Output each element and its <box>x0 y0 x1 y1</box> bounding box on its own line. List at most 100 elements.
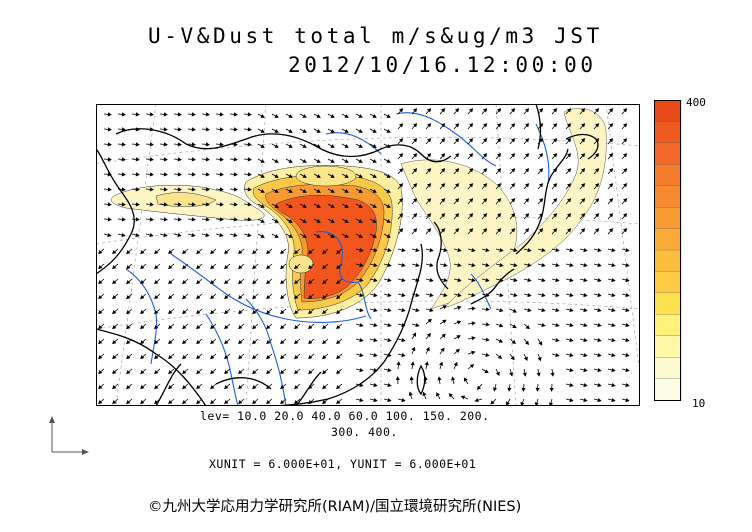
wind-vector-head <box>98 295 103 300</box>
wind-vector-head <box>539 183 544 188</box>
wind-vector-head <box>233 142 238 147</box>
wind-vector-head <box>457 305 462 310</box>
wind-vector-head <box>386 189 391 193</box>
wind-vector-head <box>121 202 126 207</box>
wind-vector-head <box>555 247 560 253</box>
wind-vector-head <box>497 183 502 188</box>
wind-vector-head <box>476 385 482 391</box>
wind-vector-head <box>126 310 131 315</box>
wind-vector-head <box>538 341 543 346</box>
wind-vector-head <box>535 387 540 392</box>
colorbar-swatch <box>654 378 682 401</box>
wind-vector-head <box>168 355 173 360</box>
wind-vector-head <box>583 262 588 268</box>
wind-vector-head <box>525 138 530 143</box>
colorbar-swatch <box>654 185 682 208</box>
wind-vector-head <box>196 280 201 285</box>
wind-vector-head <box>609 213 614 218</box>
wind-vector-head <box>210 295 215 300</box>
wind-vector-head <box>135 232 140 238</box>
wind-vector-head <box>411 346 416 352</box>
wind-vector-head <box>541 262 546 268</box>
wind-vector-head <box>441 198 446 203</box>
wind-vector-head <box>135 217 140 222</box>
wind-vector-head <box>609 168 614 173</box>
wind-vector-head <box>168 385 173 390</box>
wind-vector-head <box>387 382 392 388</box>
wind-vector-head <box>527 247 532 253</box>
wind-vector-head <box>625 262 630 268</box>
wind-vector-head <box>440 347 445 352</box>
wind-vector-head <box>623 123 628 128</box>
japan-honshu <box>515 148 569 255</box>
wind-vector-head <box>597 382 602 388</box>
wind-vector-head <box>513 277 518 283</box>
wind-vector-head <box>233 202 238 207</box>
wind-vector-head <box>280 295 285 300</box>
wind-vector-head <box>469 138 474 143</box>
wind-vector-head <box>474 398 479 403</box>
wind-vector-head <box>511 198 516 203</box>
wind-vector-head <box>135 172 140 177</box>
wind-vector-head <box>485 352 490 357</box>
wind-vector-head <box>471 247 476 253</box>
wind-vector-head <box>399 168 404 173</box>
wind-vector-head <box>210 325 215 330</box>
wind-vector-head <box>121 187 126 192</box>
wind-vector-head <box>425 346 430 352</box>
border-south <box>215 377 272 390</box>
wind-vector-head <box>112 340 117 345</box>
wind-vector-head <box>224 400 229 405</box>
wind-vector-head <box>330 174 335 178</box>
wind-vector-head <box>569 322 574 328</box>
wind-vector-head <box>469 364 475 369</box>
wind-vector-head <box>456 335 461 340</box>
wind-vector-head <box>140 370 145 375</box>
wind-vector-head <box>415 307 420 313</box>
wind-vector-head <box>135 157 140 162</box>
wind-vector-head <box>569 277 574 283</box>
wind-vector-head <box>373 397 378 403</box>
wind-vector-head <box>112 325 117 330</box>
wind-vector-head <box>274 189 279 193</box>
wind-vector-head <box>553 168 558 173</box>
wind-vector-head <box>107 112 112 117</box>
wind-vector-head <box>344 129 349 133</box>
map-title-line1: U-V&Dust total m/s&ug/m3 JST <box>148 24 603 48</box>
china-coast <box>265 243 423 406</box>
wind-vector-head <box>149 232 154 238</box>
wind-vector-head <box>511 153 516 158</box>
wind-vector-head <box>126 385 131 390</box>
wind-vector-head <box>483 213 488 218</box>
wind-vector-head <box>247 202 252 207</box>
wind-vector-head <box>387 322 392 328</box>
wind-vector-head <box>427 123 432 128</box>
wind-vector-head <box>288 129 293 133</box>
wind-vector-head <box>401 307 406 313</box>
wind-vector-head <box>511 183 516 188</box>
wind-vector-head <box>471 277 476 283</box>
wind-vector-head <box>191 187 196 192</box>
wind-vector-head <box>595 108 600 113</box>
wind-vector-head <box>112 250 117 255</box>
wind-vector-head <box>609 123 614 128</box>
wind-vector-head <box>316 219 321 223</box>
wind-vector-head <box>625 337 630 343</box>
wind-vector-head <box>521 387 526 392</box>
wind-vector-head <box>330 204 335 208</box>
wind-vector-head <box>126 295 131 300</box>
wind-vector-head <box>567 138 572 143</box>
wind-vector-head <box>247 232 252 238</box>
wind-vector-head <box>210 310 215 315</box>
wind-vector-head <box>252 310 257 315</box>
wind-vector-head <box>469 228 474 233</box>
wind-vector-head <box>112 370 117 375</box>
wind-vector-head <box>525 325 530 330</box>
wind-vector-head <box>549 387 554 392</box>
wind-vector-head <box>177 142 182 147</box>
wind-vector-head <box>149 157 154 162</box>
wind-vector-head <box>471 262 476 268</box>
wind-vector-head <box>358 144 363 148</box>
wind-vector-head <box>436 392 440 397</box>
wind-vector-head <box>308 295 313 300</box>
